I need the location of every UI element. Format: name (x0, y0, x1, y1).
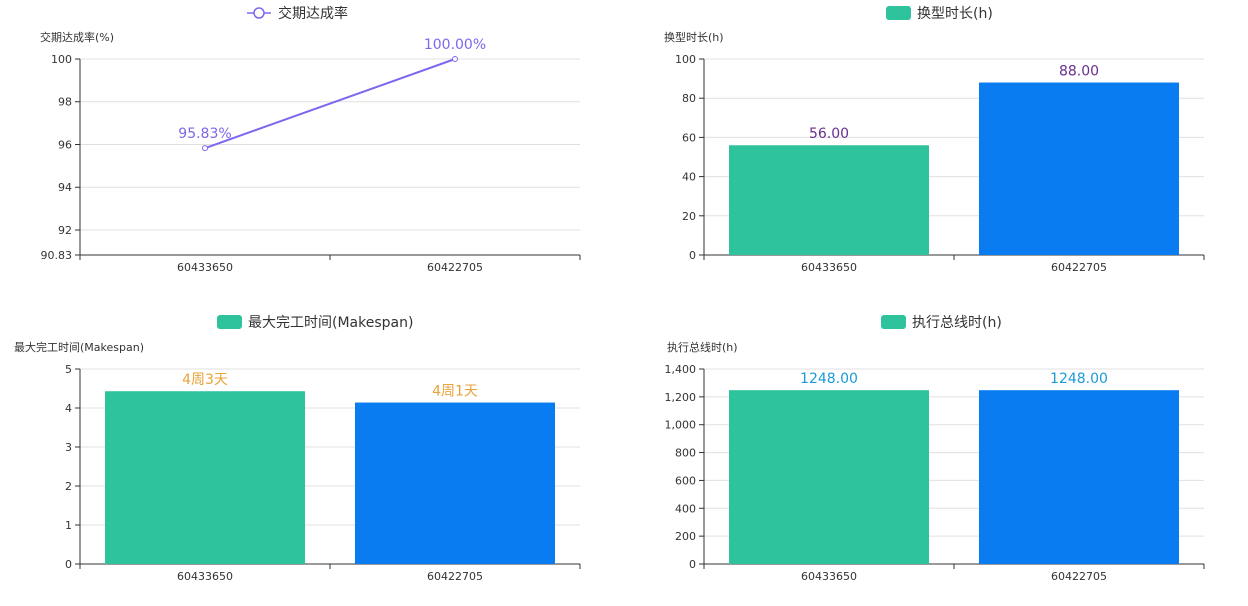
data-label-60433650: 1248.00 (800, 371, 858, 387)
bar-60433650[interactable] (729, 390, 929, 564)
y-tick-label: 98 (58, 96, 72, 109)
exec-svg: 执行总线时(h) 执行总线时(h) 0 200 400 600 800 1,000 1,200 1… (665, 315, 1205, 583)
series-line (204, 58, 456, 150)
data-label-60433650: 95.83% (178, 126, 231, 142)
legend-circle-icon (253, 7, 265, 19)
y-tick-label: 96 (58, 138, 72, 151)
bar-60422705[interactable] (979, 390, 1179, 564)
y-tick-label: 1,000 (665, 419, 697, 432)
y-tick-label: 1 (65, 519, 72, 532)
y-axis-label: 换型时长(h) (664, 30, 724, 44)
legend-label: 最大完工时间(Makespan) (248, 315, 413, 331)
legend-label: 执行总线时(h) (912, 315, 1002, 331)
y-tick-label: 400 (675, 502, 696, 515)
y-tick-label: 90.83 (41, 249, 73, 262)
execution-hours-chart: 执行总线时(h) 执行总线时(h) 0 200 400 600 800 1,000 1,200 1… (624, 303, 1248, 606)
bar-60422705[interactable] (979, 82, 1179, 256)
legend[interactable]: 执行总线时(h) (881, 315, 1002, 331)
x-tick-label-60433650: 60433650 (801, 261, 857, 274)
delivery-rate-chart: 交期达成率交期达成率(%) 90.83 92 94 96 98 100 60433650 604… (0, 0, 624, 303)
point-60433650[interactable] (202, 145, 208, 152)
y-axis-label: 最大完工时间(Makespan) (14, 340, 144, 354)
legend[interactable]: 换型时长(h) (886, 5, 993, 22)
y-tick-label: 94 (58, 181, 72, 194)
data-label-60422705: 4周1天 (432, 384, 478, 400)
x-tick-label-60433650: 60433650 (177, 570, 233, 583)
y-tick-label: 1,400 (665, 363, 697, 376)
legend[interactable]: 交期达成率 (247, 5, 348, 22)
data-label-60422705: 100.00% (424, 37, 486, 53)
y-tick-label: 40 (682, 171, 696, 184)
data-label-60422705: 1248.00 (1050, 371, 1108, 387)
y-axis-label: 执行总线时(h) (667, 340, 738, 354)
x-tick-label-60433650: 60433650 (801, 570, 857, 583)
x-tick-label-60422705: 60422705 (1051, 261, 1107, 274)
data-label-60433650: 4周3天 (182, 372, 228, 388)
y-tick-label: 5 (65, 363, 72, 376)
y-tick-label: 0 (689, 558, 696, 571)
makespan-chart: 最大完工时间(Makespan) 最大完工时间(Makespan) 0 1 2 3 4 5 60… (0, 303, 624, 606)
y-tick-label: 2 (65, 480, 72, 493)
point-60422705[interactable] (452, 56, 458, 62)
legend-swatch-icon (881, 315, 906, 329)
y-tick-label: 600 (675, 474, 696, 487)
data-label-60433650: 56.00 (809, 126, 849, 142)
x-tick-label-60422705: 60422705 (427, 570, 483, 583)
y-tick-label: 800 (675, 447, 696, 460)
changeover-svg: 换型时长(h) 换型时长(h) 0 20 40 60 80 100 60433650 604227… (664, 5, 1205, 274)
legend-label: 换型时长(h) (917, 5, 993, 22)
x-tick-label-60422705: 60422705 (1051, 570, 1107, 583)
bar-60422705[interactable] (355, 402, 555, 564)
y-tick-label: 3 (65, 441, 72, 454)
y-tick-label: 80 (682, 92, 696, 105)
y-tick-label: 60 (682, 131, 696, 144)
y-tick-label: 0 (689, 249, 696, 262)
legend-swatch-icon (217, 315, 242, 329)
changeover-duration-chart: 换型时长(h) 换型时长(h) 0 20 40 60 80 100 60433650 604227… (624, 0, 1248, 303)
legend[interactable]: 最大完工时间(Makespan) (217, 315, 413, 331)
legend-label: 交期达成率 (278, 5, 348, 22)
makespan-svg: 最大完工时间(Makespan) 最大完工时间(Makespan) 0 1 2 3 4 5 60… (14, 315, 581, 583)
y-tick-label: 100 (675, 53, 696, 66)
y-tick-label: 92 (58, 224, 72, 237)
x-tick-label-60433650: 60433650 (177, 261, 233, 274)
x-tick-label-60422705: 60422705 (427, 261, 483, 274)
y-axis-label: 交期达成率(%) (40, 30, 114, 44)
bar-60433650[interactable] (105, 391, 305, 564)
y-tick-label: 4 (65, 402, 72, 415)
y-tick-label: 200 (675, 530, 696, 543)
y-tick-label: 1,200 (665, 391, 697, 404)
bar-60433650[interactable] (729, 145, 929, 255)
y-tick-label: 20 (682, 210, 696, 223)
data-label-60422705: 88.00 (1059, 64, 1099, 80)
legend-swatch-icon (886, 6, 911, 20)
y-tick-label: 100 (51, 53, 72, 66)
y-tick-label: 0 (65, 558, 72, 571)
